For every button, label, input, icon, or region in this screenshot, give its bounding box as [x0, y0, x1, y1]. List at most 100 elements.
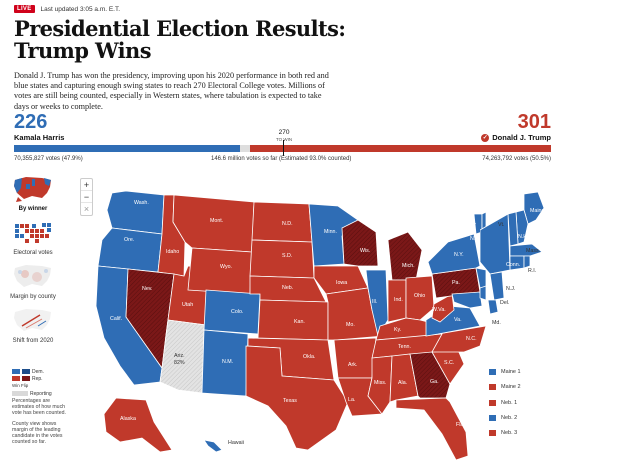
label-utah: Utah — [182, 302, 193, 308]
win-threshold: 270 TO WIN — [276, 129, 292, 143]
label-vt: Vt. — [470, 220, 476, 226]
state-delaware-ne — [487, 299, 499, 315]
legend-reporting: Reporting — [30, 391, 52, 397]
electoral-bar — [14, 145, 551, 152]
view-shift-label[interactable]: Shift from 2020 — [12, 338, 54, 344]
harris-name: Kamala Harris — [14, 133, 65, 142]
harris-popular-vote: 70,355,827 votes (47.9%) — [14, 156, 83, 162]
label-del: Del. — [500, 300, 509, 306]
label-tenn: Tenn. — [398, 344, 411, 350]
label-ind: Ind. — [394, 297, 403, 303]
label-iowa: Iowa — [336, 280, 347, 286]
state-kansas — [257, 299, 329, 341]
label-sd: S.D. — [282, 253, 292, 259]
label-ore: Ore. — [124, 237, 134, 243]
district-row: Maine 2 — [489, 383, 521, 391]
label-mont: Mont. — [210, 218, 223, 224]
label-fla: Fla. — [456, 422, 465, 428]
zoom-out-button[interactable]: − — [81, 191, 92, 203]
state-hawaii — [203, 439, 223, 453]
headline-line-2: Trump Wins — [14, 38, 152, 63]
view-by-winner-thumb[interactable] — [12, 174, 54, 204]
district-swatch — [489, 384, 496, 390]
winner-check-icon: ✓ — [481, 133, 490, 142]
district-row: Neb. 1 — [489, 399, 521, 407]
trump-popular-vote: 74,263,792 votes (50.5%) — [482, 156, 551, 162]
threshold-line — [283, 140, 284, 156]
state-new-jersey — [475, 267, 486, 289]
label-idaho: Idaho — [166, 249, 179, 255]
state-maryland — [451, 291, 483, 309]
state-labels: Wash. Ore. Calif. Idaho Nev. Utah Ariz. … — [110, 200, 481, 446]
label-minn: Minn. — [324, 229, 337, 235]
label-maine: Maine — [530, 208, 544, 214]
legend-rep: Rep. — [32, 376, 43, 382]
label-hawaii: Hawaii — [228, 440, 244, 446]
state-massachusetts — [509, 243, 543, 257]
northeast-map: Maine Vt. N.H. Mass. Conn. R.I. N.J. Del… — [480, 191, 544, 326]
label-alaska: Alaska — [120, 416, 136, 422]
map-view-selector: By winner Electoral votes Margin by coun… — [8, 174, 58, 350]
shift-map-icon — [14, 309, 51, 331]
label-nh: N.H. — [470, 236, 481, 242]
label-ohio: Ohio — [414, 293, 425, 299]
view-shift-thumb[interactable] — [12, 306, 54, 336]
label-mo: Mo. — [346, 322, 355, 328]
threshold-number: 270 — [278, 129, 290, 136]
view-by-winner-label[interactable]: By winner — [18, 206, 48, 212]
view-electoral-votes-label[interactable]: Electoral votes — [13, 250, 53, 256]
label-nh-ne: N.H. — [518, 234, 529, 240]
state-florida — [395, 397, 469, 461]
label-ark: Ark. — [348, 362, 357, 368]
trump-electoral-votes: 301 — [517, 111, 551, 133]
label-nd: N.D. — [282, 221, 293, 227]
note-county-view: County view shows margin of the leading … — [12, 420, 63, 446]
district-row: Neb. 3 — [489, 429, 521, 437]
harris-tally: 226 Kamala Harris — [14, 112, 64, 142]
summary-text: Donald J. Trump has won the presidency, … — [14, 71, 329, 111]
dem-flip-swatch — [22, 369, 30, 375]
headline-line-1: Presidential Election Results: — [14, 16, 346, 41]
label-colo: Colo. — [231, 309, 243, 315]
harris-electoral-votes: 226 — [14, 111, 48, 133]
label-okla: Okla. — [303, 354, 315, 360]
district-results: Maine 1 Maine 2 Neb. 1 Neb. 2 Neb. 3 — [489, 368, 521, 444]
state-washington — [106, 190, 165, 235]
label-ny: N.Y. — [454, 252, 464, 258]
district-swatch — [489, 415, 496, 421]
label-miss: Miss. — [374, 380, 386, 386]
view-margin-thumb[interactable] — [12, 262, 54, 292]
state-michigan — [387, 231, 423, 281]
view-electoral-votes-thumb[interactable] — [12, 218, 54, 248]
label-md: Md. — [492, 320, 501, 326]
district-row: Maine 1 — [489, 368, 521, 376]
label-neb: Neb. — [282, 285, 293, 291]
zoom-in-button[interactable]: + — [81, 179, 92, 191]
trump-bar-segment — [250, 145, 551, 152]
state-new-york — [427, 233, 481, 275]
state-wyoming — [187, 247, 253, 295]
label-ri: R.I. — [528, 268, 536, 274]
label-kan: Kan. — [294, 319, 305, 325]
legend-dem: Dem. — [32, 369, 44, 375]
district-label: Neb. 2 — [501, 415, 518, 421]
label-wyo: Wyo. — [220, 264, 232, 270]
label-wash: Wash. — [134, 200, 149, 206]
page-title: Presidential Election Results: Trump Win… — [14, 16, 346, 63]
district-swatch — [489, 430, 496, 436]
note-percentages: Percentages are estimates of how much vo… — [12, 398, 66, 417]
live-badge: LIVE — [14, 5, 35, 13]
district-swatch — [489, 400, 496, 406]
state-wisconsin — [341, 219, 379, 267]
label-ala: Ala. — [398, 380, 407, 386]
district-row: Neb. 2 — [489, 414, 521, 422]
label-nj: N.J. — [506, 286, 515, 292]
label-ga: Ga. — [430, 379, 439, 385]
label-wva: W.Va. — [432, 307, 446, 313]
reset-zoom-button[interactable]: × — [83, 204, 90, 214]
votes-counted: 146.6 million votes so far (Estimated 93… — [211, 156, 352, 162]
label-nm: N.M. — [222, 359, 233, 365]
state-arkansas — [333, 337, 377, 379]
state-new-jersey-ne — [489, 271, 505, 301]
view-margin-label[interactable]: Margin by county — [10, 294, 56, 300]
